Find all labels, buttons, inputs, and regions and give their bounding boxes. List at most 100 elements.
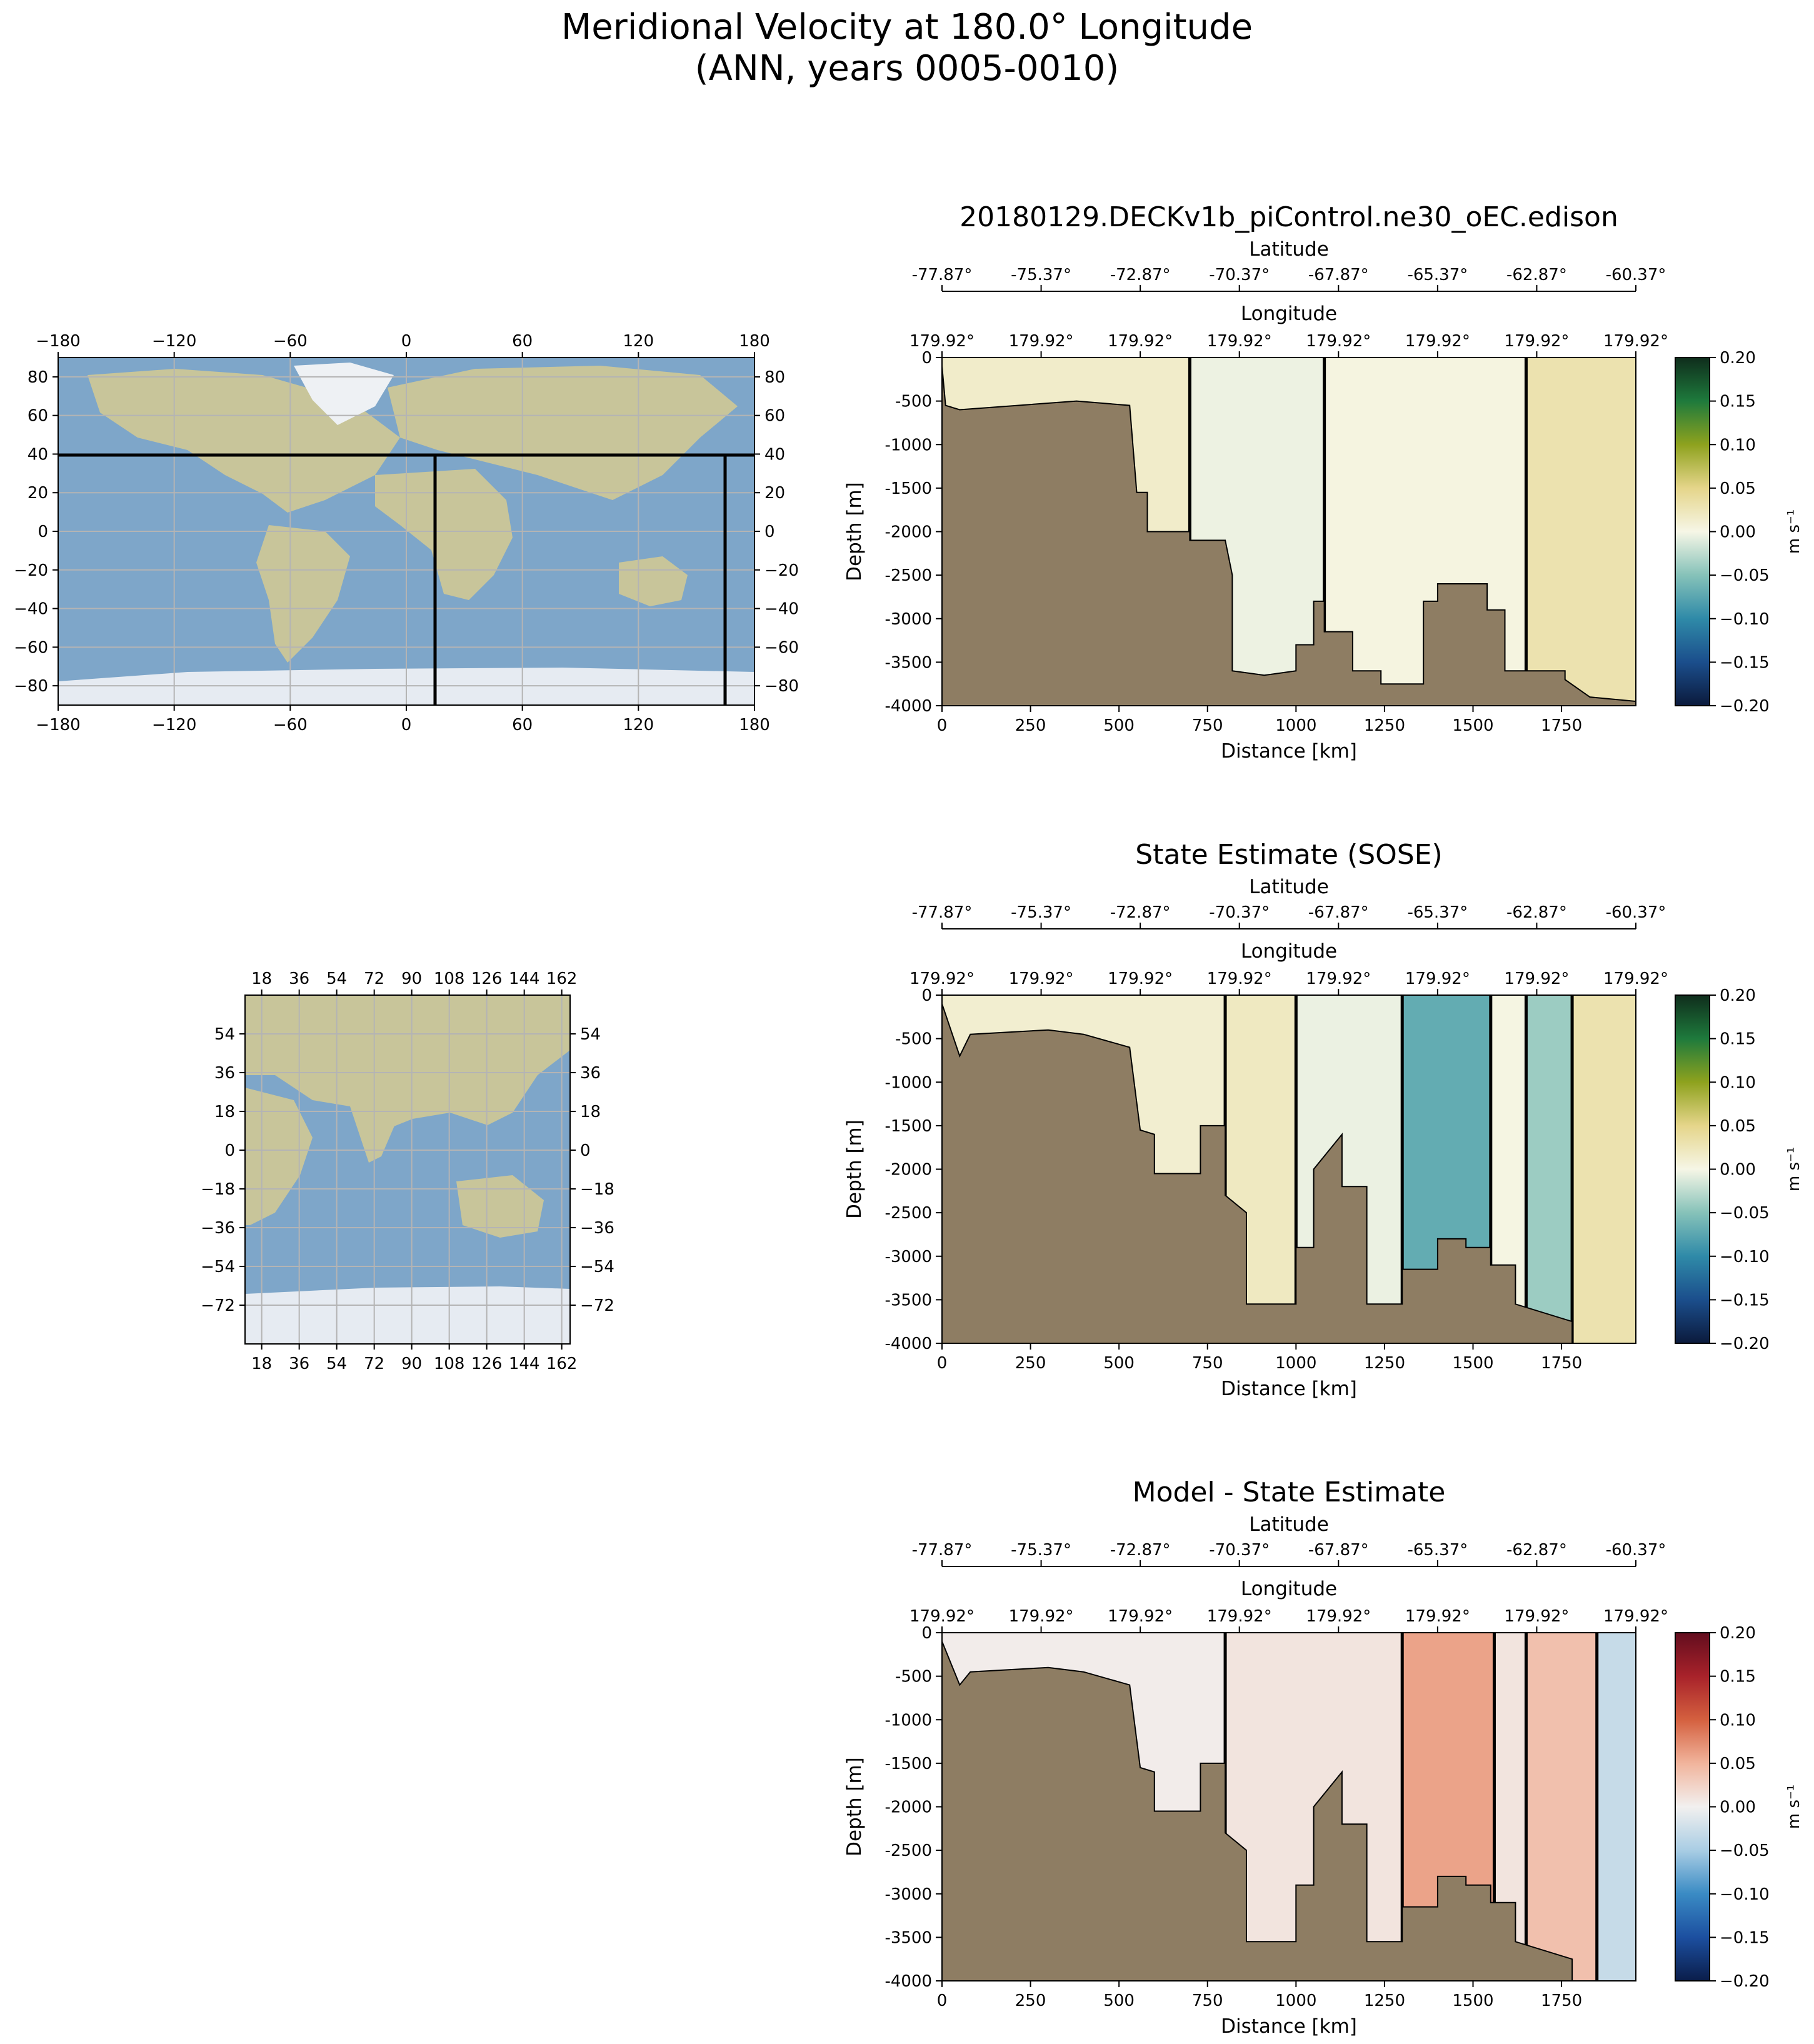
latitude-tick-label: -77.87°	[912, 903, 973, 922]
longitude-tick-label: 179.92°	[910, 332, 975, 351]
colorbar-tick-label: −0.20	[1720, 1335, 1770, 1353]
top-axis-label: Latitude	[1249, 1513, 1329, 1536]
longitude-tick-label: 179.92°	[1009, 332, 1074, 351]
lon-tick-label: −60	[273, 716, 308, 734]
colorbar-tick-label: −0.15	[1720, 1291, 1770, 1310]
y-tick-label: -2000	[884, 523, 932, 542]
x-tick-label: 750	[1192, 716, 1223, 735]
global-map: −180 −180 −120 −120 −60 −60 0 0 60 60 120 120 180 180…	[14, 332, 799, 734]
longitude-tick-label: 179.92°	[1603, 332, 1668, 351]
y-tick-label: -4000	[884, 1972, 932, 1991]
y-tick-label: -1000	[884, 436, 932, 454]
lat-tick-label: −18	[201, 1180, 235, 1199]
bathymetry	[941, 1641, 1636, 1981]
lon-tick-label: 108	[434, 1355, 465, 1373]
map-gridlines	[245, 995, 570, 1344]
x-tick-label: 1750	[1541, 1991, 1582, 2010]
lat-tick-label: 0	[224, 1141, 235, 1160]
panel-title: Model - State Estimate	[1133, 1476, 1446, 1508]
y-tick-label: 0	[921, 986, 932, 1005]
sose-section-panel: State Estimate (SOSE) Latitude -77.87° -75.…	[843, 839, 1803, 1400]
map-frame	[244, 994, 571, 1345]
x-tick-label: 1250	[1364, 1991, 1405, 2010]
longitude-tick-label: 179.92°	[1603, 969, 1668, 988]
top-axis-label: Latitude	[1249, 238, 1329, 261]
colorbar-tick-label: −0.05	[1720, 1204, 1770, 1223]
y-tick-label: -3000	[884, 1248, 932, 1266]
lat-tick-label: 0	[38, 523, 48, 541]
latitude-tick-label: -62.87°	[1506, 903, 1567, 922]
lon-tick-label: 162	[546, 1355, 578, 1373]
lat-tick-label: 40	[764, 445, 785, 464]
y-tick-label: -1500	[884, 1755, 932, 1773]
lat-tick-label: 60	[28, 407, 48, 426]
lat-tick-label: 40	[28, 445, 48, 464]
y-tick-label: -3500	[884, 653, 932, 672]
lon-tick-label: −60	[273, 332, 308, 351]
x-tick-label: 1500	[1452, 1354, 1493, 1373]
longitude-tick-label: 179.92°	[1504, 332, 1569, 351]
longitude-tick-label: 179.92°	[1504, 969, 1569, 988]
lon-tick-label: 126	[471, 1355, 503, 1373]
colorbar-tick-label: −0.10	[1720, 610, 1770, 629]
lon-tick-label: 126	[471, 969, 503, 988]
y-tick-label: -3000	[884, 1885, 932, 1904]
x-tick-label: 750	[1192, 1991, 1223, 2010]
map-land-greenland	[294, 363, 394, 425]
x-tick-label: 250	[1015, 1354, 1046, 1373]
figure-title-line2: (ANN, years 0005-0010)	[695, 48, 1120, 89]
x-tick-label: 1500	[1452, 1991, 1493, 2010]
lat-tick-label: −36	[580, 1219, 614, 1238]
colorbar-tick-label: −0.05	[1720, 566, 1770, 585]
colorbar-tick-label: −0.15	[1720, 1928, 1770, 1947]
lon-tick-label: 108	[434, 969, 465, 988]
longitude-tick-label: 179.92°	[1108, 969, 1173, 988]
panel-title: State Estimate (SOSE)	[1135, 839, 1442, 871]
lon-tick-label: 180	[739, 332, 770, 351]
map-land-australia	[619, 556, 688, 606]
model-section-panel: 20180129.DECKv1b_piControl.ne30_oEC.edis…	[843, 201, 1803, 763]
latitude-tick-label: -70.37°	[1209, 1541, 1270, 1560]
longitude-tick-label: 179.92°	[1405, 1607, 1470, 1626]
lon-tick-label: 18	[251, 1355, 272, 1373]
lat-tick-label: −54	[580, 1258, 614, 1276]
colorbar-tick-label: 0.00	[1720, 1161, 1756, 1180]
x-tick-label: 1250	[1364, 716, 1405, 735]
lat-tick-label: 0	[764, 523, 775, 541]
latitude-tick-label: -75.37°	[1011, 266, 1071, 284]
map-land-eurasia	[388, 366, 738, 500]
colorbar-tick-label: 0.00	[1720, 1798, 1756, 1817]
longitude-tick-label: 179.92°	[1207, 332, 1272, 351]
x-tick-label: 0	[937, 1354, 948, 1373]
lon-tick-label: 60	[512, 332, 533, 351]
y-tick-label: -1500	[884, 479, 932, 498]
map-land-europe-asia	[245, 995, 570, 1131]
longitude-tick-label: 179.92°	[1603, 1607, 1668, 1626]
map-land-antarctica	[245, 1286, 570, 1344]
longitude-tick-label: 179.92°	[1306, 332, 1371, 351]
lat-tick-label: −54	[201, 1258, 235, 1276]
lon-tick-label: 0	[401, 332, 412, 351]
panel-title: 20180129.DECKv1b_piControl.ne30_oEC.edis…	[960, 201, 1618, 233]
latitude-tick-label: -60.37°	[1606, 266, 1666, 284]
difference-section-panel: Model - State Estimate Latitude -77.87° -75…	[843, 1476, 1803, 2038]
colorbar	[1675, 994, 1710, 1344]
figure-title-line1: Meridional Velocity at 180.0° Longitude	[561, 7, 1253, 48]
y-tick-label: -3500	[884, 1928, 932, 1947]
colorbar-tick-label: −0.15	[1720, 653, 1770, 672]
y-tick-label: -2000	[884, 1161, 932, 1180]
colorbar-tick-label: −0.20	[1720, 1972, 1770, 1991]
lat-tick-label: 20	[28, 484, 48, 503]
x-tick-label: 1000	[1275, 1354, 1316, 1373]
longitude-tick-label: 179.92°	[1207, 969, 1272, 988]
latitude-tick-label: -72.87°	[1110, 1541, 1171, 1560]
lon-tick-label: 54	[326, 969, 347, 988]
y-tick-label: -1000	[884, 1711, 932, 1730]
longitude-tick-label: 179.92°	[1306, 1607, 1371, 1626]
x-tick-label: 500	[1103, 1991, 1135, 2010]
colorbar-tick-label: −0.05	[1720, 1841, 1770, 1860]
lon-tick-label: −180	[36, 332, 80, 351]
map-land-india	[350, 1106, 400, 1163]
y-tick-label: -2500	[884, 566, 932, 585]
